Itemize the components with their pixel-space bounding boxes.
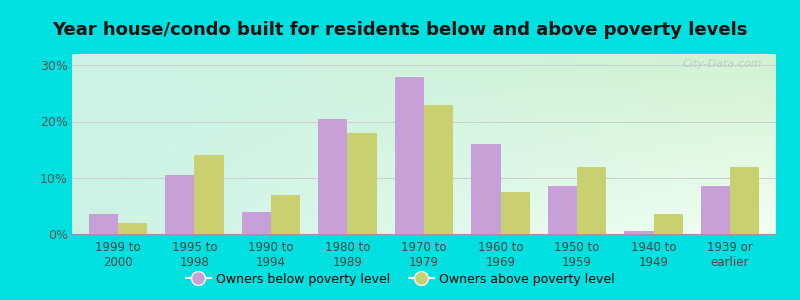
Bar	[318, 119, 347, 234]
Bar	[577, 167, 606, 234]
Bar	[548, 186, 577, 234]
Bar	[242, 212, 271, 234]
Bar	[347, 133, 377, 234]
Text: Year house/condo built for residents below and above poverty levels: Year house/condo built for residents bel…	[52, 21, 748, 39]
Text: City-Data.com: City-Data.com	[682, 59, 762, 69]
Bar	[654, 214, 682, 234]
Bar	[118, 223, 147, 234]
Bar	[701, 186, 730, 234]
Bar	[625, 231, 654, 234]
Bar	[89, 214, 118, 234]
Bar	[424, 105, 453, 234]
Bar	[471, 144, 501, 234]
Bar	[271, 195, 300, 234]
Legend: Owners below poverty level, Owners above poverty level: Owners below poverty level, Owners above…	[181, 268, 619, 291]
Bar	[166, 175, 194, 234]
Bar	[501, 192, 530, 234]
Bar	[395, 76, 424, 234]
Bar	[730, 167, 759, 234]
Bar	[194, 155, 223, 234]
